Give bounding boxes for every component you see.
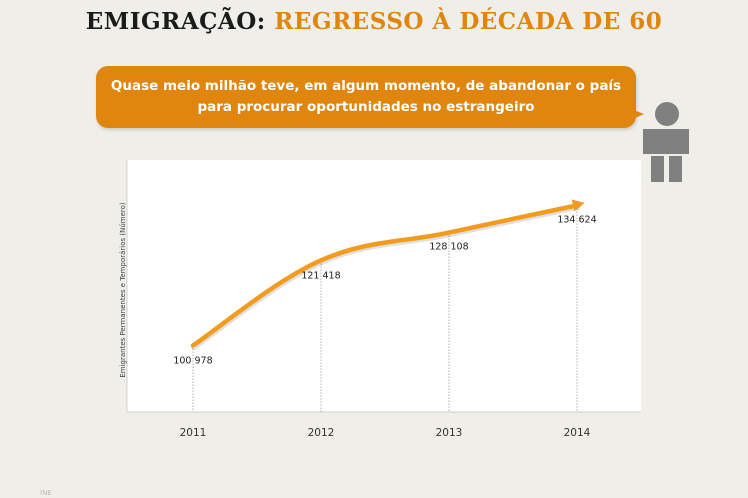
page-title: EMIGRAÇÃO: REGRESSO À DÉCADA DE 60	[0, 8, 748, 35]
data-label-2014: 134 624	[557, 214, 596, 225]
x-tick-label-2013: 2013	[436, 427, 463, 439]
title-part-1: EMIGRAÇÃO:	[85, 8, 266, 35]
plot-panel	[127, 160, 641, 412]
x-tick-label-2014: 2014	[564, 427, 591, 439]
series-arrowhead	[571, 199, 585, 212]
series-line-shadow	[191, 204, 581, 350]
person-icon	[643, 102, 689, 182]
callout-tail	[618, 104, 644, 126]
callout-bubble: Quase meio milhão teve, em algum momento…	[96, 66, 636, 128]
data-label-2011: 100 978	[173, 355, 212, 366]
series-line	[190, 203, 580, 348]
data-label-2012: 121 418	[301, 270, 340, 281]
title-part-2: REGRESSO À DÉCADA DE 60	[274, 8, 663, 35]
x-tick-label-2012: 2012	[308, 427, 335, 439]
line-chart: 100 978 121 418 128 108 134 624 2011 2012 2013…	[126, 160, 641, 439]
callout-text: Quase meio milhão teve, em algum momento…	[110, 78, 622, 115]
x-tick-label-2011: 2011	[180, 427, 207, 439]
data-label-2013: 128 108	[429, 242, 468, 253]
source-note: INE	[40, 489, 52, 497]
